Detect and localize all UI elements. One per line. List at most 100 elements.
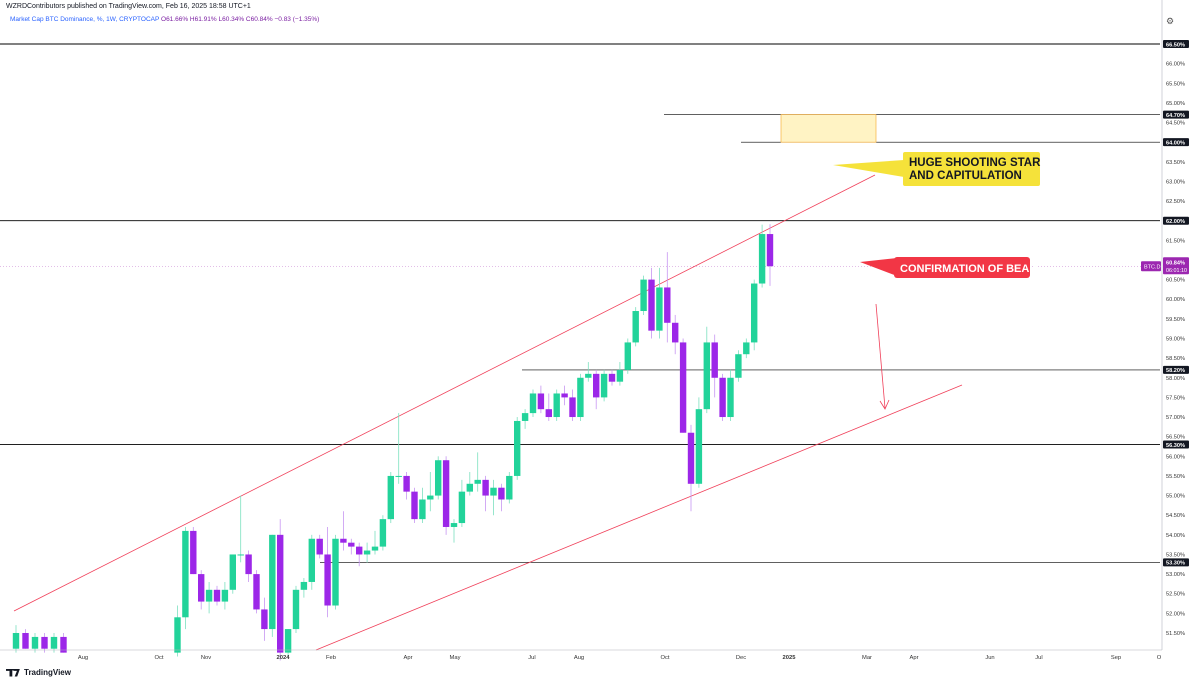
- candle: [292, 585, 300, 633]
- candle: [348, 538, 355, 555]
- y-tick-label: 55.50%: [1166, 474, 1185, 480]
- candle-body: [490, 487, 497, 496]
- candle: [569, 389, 576, 421]
- candle-body: [593, 373, 600, 398]
- level-price-tag: [1163, 365, 1189, 374]
- y-tick-label: 61.50%: [1166, 238, 1185, 244]
- y-tick-label: 53.00%: [1166, 572, 1185, 578]
- candle-body: [648, 279, 655, 331]
- y-tick-label: 54.00%: [1166, 533, 1185, 539]
- candle-body: [316, 538, 323, 555]
- candle-body: [387, 475, 394, 520]
- x-tick-label: Jun: [985, 655, 994, 661]
- y-tick-label: 63.50%: [1166, 160, 1185, 166]
- candle: [205, 581, 213, 614]
- legend: Market Cap BTC Dominance, %, 1W, CRYPTOC…: [10, 16, 319, 23]
- channel-lower-line: [315, 384, 963, 651]
- candle-body: [12, 633, 20, 649]
- candle-body: [656, 287, 663, 331]
- candle: [316, 534, 323, 559]
- down-arrow-shaft: [875, 303, 886, 409]
- candle-body: [498, 487, 505, 500]
- candle-body: [174, 617, 181, 653]
- candle-body: [269, 534, 276, 630]
- candle-body: [545, 409, 552, 418]
- x-tick-label: O: [1157, 655, 1162, 661]
- y-tick-label: 60.50%: [1166, 278, 1185, 284]
- y-tick-label: 58.00%: [1166, 376, 1185, 382]
- x-tick-label: Aug: [78, 655, 88, 661]
- drawings-layer: [13, 114, 963, 651]
- candle: [695, 397, 703, 488]
- candle: [616, 362, 624, 386]
- candle: [529, 389, 537, 418]
- candle: [593, 369, 600, 410]
- candle-body: [766, 234, 774, 267]
- x-tick-label: Apr: [403, 655, 412, 661]
- candle: [198, 570, 205, 610]
- candle: [585, 362, 592, 382]
- level-price-label: 62.00%: [1166, 219, 1185, 225]
- callout-box-red: [894, 257, 1030, 278]
- channel-upper-line: [13, 174, 876, 612]
- candle-body: [41, 636, 48, 649]
- countdown-label: 06:01:10: [1166, 268, 1187, 274]
- candle: [577, 373, 584, 421]
- candle: [435, 456, 442, 500]
- candle: [41, 633, 48, 653]
- candle-body: [450, 523, 458, 527]
- legend-symbol: Market Cap BTC Dominance, %, 1W, CRYPTOC…: [10, 16, 160, 23]
- candle: [664, 252, 671, 343]
- candle: [648, 267, 655, 339]
- candle-body: [363, 550, 371, 555]
- symbol-tag-label: BTC.D: [1144, 264, 1161, 270]
- candle-body: [419, 499, 426, 520]
- candle-body: [332, 538, 339, 606]
- candle: [450, 519, 458, 543]
- candle-body: [22, 633, 29, 649]
- level-price-label: 56.30%: [1166, 443, 1185, 449]
- y-tick-label: 56.50%: [1166, 435, 1185, 441]
- candle: [419, 487, 426, 524]
- candle-body: [395, 475, 402, 477]
- candle: [719, 373, 726, 421]
- x-tick-label: Aug: [574, 655, 584, 661]
- level-price-label: 64.70%: [1166, 113, 1185, 119]
- callout-box-yellow: [903, 152, 1040, 186]
- candle: [363, 542, 371, 563]
- candle: [537, 385, 545, 414]
- y-tick-label: 57.00%: [1166, 415, 1185, 421]
- candle: [229, 554, 236, 594]
- candle-body: [324, 554, 331, 606]
- candle: [371, 530, 379, 555]
- level-price-label: 58.20%: [1166, 368, 1185, 374]
- candle-body: [245, 554, 252, 575]
- settings-icon[interactable]: ⚙: [1166, 16, 1175, 26]
- candle-body: [427, 495, 434, 500]
- y-tick-label: 55.00%: [1166, 494, 1185, 500]
- candle-body: [514, 420, 521, 476]
- candle: [608, 369, 616, 386]
- symbol-tag: [1141, 261, 1161, 272]
- candle: [545, 393, 552, 421]
- candle: [332, 534, 339, 610]
- candle-body: [277, 534, 284, 653]
- candle-body: [300, 581, 308, 590]
- candle: [387, 472, 394, 524]
- candle-body: [506, 475, 513, 500]
- candle-body: [229, 554, 236, 590]
- x-tick-label: Nov: [201, 655, 211, 661]
- candle: [514, 417, 521, 480]
- candle: [237, 495, 244, 563]
- x-tick-label: Jul: [528, 655, 535, 661]
- candle-body: [340, 538, 347, 543]
- down-arrow-head: [879, 399, 890, 410]
- candle-body: [577, 377, 584, 418]
- candle: [758, 224, 766, 288]
- candle: [356, 542, 363, 567]
- candle: [766, 224, 774, 286]
- x-tick-label: Oct: [660, 655, 669, 661]
